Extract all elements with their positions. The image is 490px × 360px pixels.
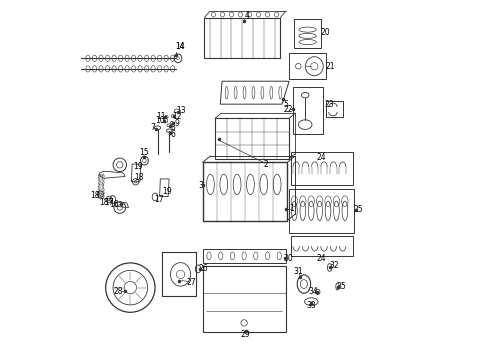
Text: 13: 13 — [177, 106, 186, 115]
Bar — [203, 266, 286, 332]
Text: 9: 9 — [174, 119, 179, 128]
Text: 28: 28 — [114, 287, 123, 296]
Text: 1: 1 — [289, 204, 294, 213]
Text: 2: 2 — [264, 159, 269, 168]
Text: 18: 18 — [99, 198, 109, 207]
Text: 30: 30 — [284, 254, 294, 263]
Text: 19: 19 — [162, 187, 172, 196]
Text: 5: 5 — [284, 100, 289, 109]
Text: 7: 7 — [150, 123, 155, 132]
Text: 24: 24 — [317, 153, 326, 162]
Text: 17: 17 — [154, 195, 163, 204]
Text: 4: 4 — [245, 12, 249, 21]
Bar — [203, 162, 287, 221]
Bar — [291, 152, 353, 185]
Text: 19: 19 — [133, 162, 143, 171]
Text: 18: 18 — [90, 192, 100, 201]
Text: 24: 24 — [317, 254, 326, 263]
Text: 11: 11 — [156, 112, 166, 121]
Text: 17: 17 — [104, 198, 114, 207]
Bar — [289, 189, 354, 233]
Text: 29: 29 — [241, 330, 250, 339]
Bar — [215, 118, 289, 159]
Text: 12: 12 — [172, 112, 182, 121]
Text: 10: 10 — [155, 116, 165, 125]
Text: 6: 6 — [171, 130, 175, 139]
Bar — [204, 18, 280, 58]
Bar — [162, 252, 196, 296]
Text: 16: 16 — [110, 200, 119, 209]
Text: 34: 34 — [309, 287, 318, 296]
Text: 31: 31 — [294, 267, 303, 276]
Text: 18: 18 — [134, 173, 144, 182]
Bar — [294, 19, 321, 48]
Text: 25: 25 — [354, 206, 364, 215]
Bar — [291, 237, 353, 256]
Text: 22: 22 — [283, 105, 293, 114]
Text: 20: 20 — [320, 28, 330, 37]
Text: 8: 8 — [171, 123, 175, 132]
Text: 14: 14 — [175, 42, 185, 51]
Text: 21: 21 — [326, 62, 335, 71]
Text: 15: 15 — [140, 148, 149, 157]
Bar — [289, 53, 326, 80]
Text: 33: 33 — [306, 301, 316, 310]
Bar — [293, 86, 322, 134]
Text: 35: 35 — [337, 282, 346, 291]
Text: 27: 27 — [187, 278, 196, 287]
Text: 32: 32 — [329, 261, 339, 270]
Text: 23: 23 — [324, 100, 334, 109]
Bar — [326, 100, 343, 117]
Text: 14: 14 — [175, 42, 185, 51]
Bar — [203, 249, 286, 263]
Text: 26: 26 — [198, 264, 208, 273]
Text: 3: 3 — [198, 181, 203, 190]
